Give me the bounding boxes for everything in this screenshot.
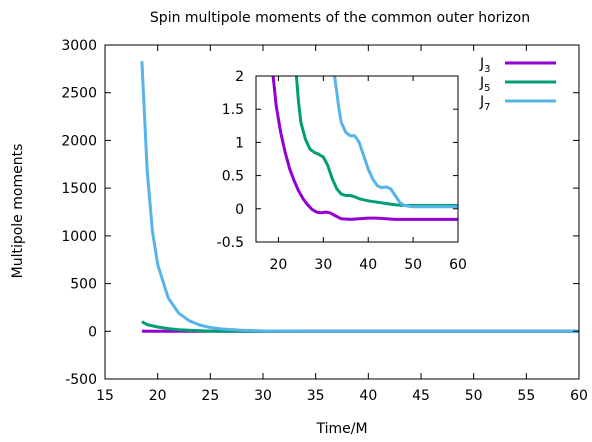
y-tick-label: 0 <box>88 324 97 340</box>
x-tick-label: 30 <box>254 388 272 404</box>
inset-y-tick-label: 2 <box>235 69 244 85</box>
y-tick-label: 1000 <box>61 229 97 245</box>
inset-y-tick-label: 0 <box>235 202 244 218</box>
x-tick-label: 25 <box>201 388 219 404</box>
x-tick-label: 45 <box>412 388 430 404</box>
legend-label: J5 <box>479 75 491 94</box>
inset-x-tick-label: 50 <box>404 257 422 273</box>
y-axis-label: Multipole moments <box>10 144 26 279</box>
legend-item-j3: J3 <box>479 56 556 75</box>
legend-label-subscript: 5 <box>484 83 490 94</box>
x-tick-label: 35 <box>307 388 325 404</box>
inset-y-tick-label: 0.5 <box>222 169 244 185</box>
inset-y-tick-label: -0.5 <box>217 235 244 251</box>
inset-x-tick-label: 40 <box>359 257 377 273</box>
legend-label: J7 <box>479 94 491 113</box>
inset-x-tick-label: 60 <box>449 257 467 273</box>
y-tick-label: 1500 <box>61 181 97 197</box>
x-tick-label: 20 <box>149 388 167 404</box>
y-tick-label: 3000 <box>61 38 97 54</box>
inset-x-tick-label: 30 <box>314 257 332 273</box>
inset-plot: 20 30 40 50 60 -0.5 0 0.5 1 1.5 2 <box>217 69 467 273</box>
y-tick-label: 2000 <box>61 133 97 149</box>
legend-label: J3 <box>479 56 491 75</box>
inset-y-tick-label: 1 <box>235 135 244 151</box>
x-tick-label: 15 <box>96 388 114 404</box>
y-tick-label: 2500 <box>61 86 97 102</box>
x-axis-label: Time/M <box>315 421 367 437</box>
x-tick-label: 55 <box>517 388 535 404</box>
legend-item-j5: J5 <box>479 75 556 94</box>
legend-label-subscript: 7 <box>484 102 490 113</box>
y-tick-label: 500 <box>70 277 97 293</box>
x-tick-label: 50 <box>465 388 483 404</box>
legend-label-subscript: 3 <box>484 64 490 75</box>
chart-title: Spin multipole moments of the common out… <box>150 10 530 26</box>
x-tick-label: 40 <box>359 388 377 404</box>
legend-item-j7: J7 <box>479 94 556 113</box>
x-tick-label: 60 <box>570 388 588 404</box>
inset-x-tick-label: 20 <box>270 257 288 273</box>
inset-y-tick-label: 1.5 <box>222 102 244 118</box>
y-tick-label: -500 <box>65 372 97 388</box>
